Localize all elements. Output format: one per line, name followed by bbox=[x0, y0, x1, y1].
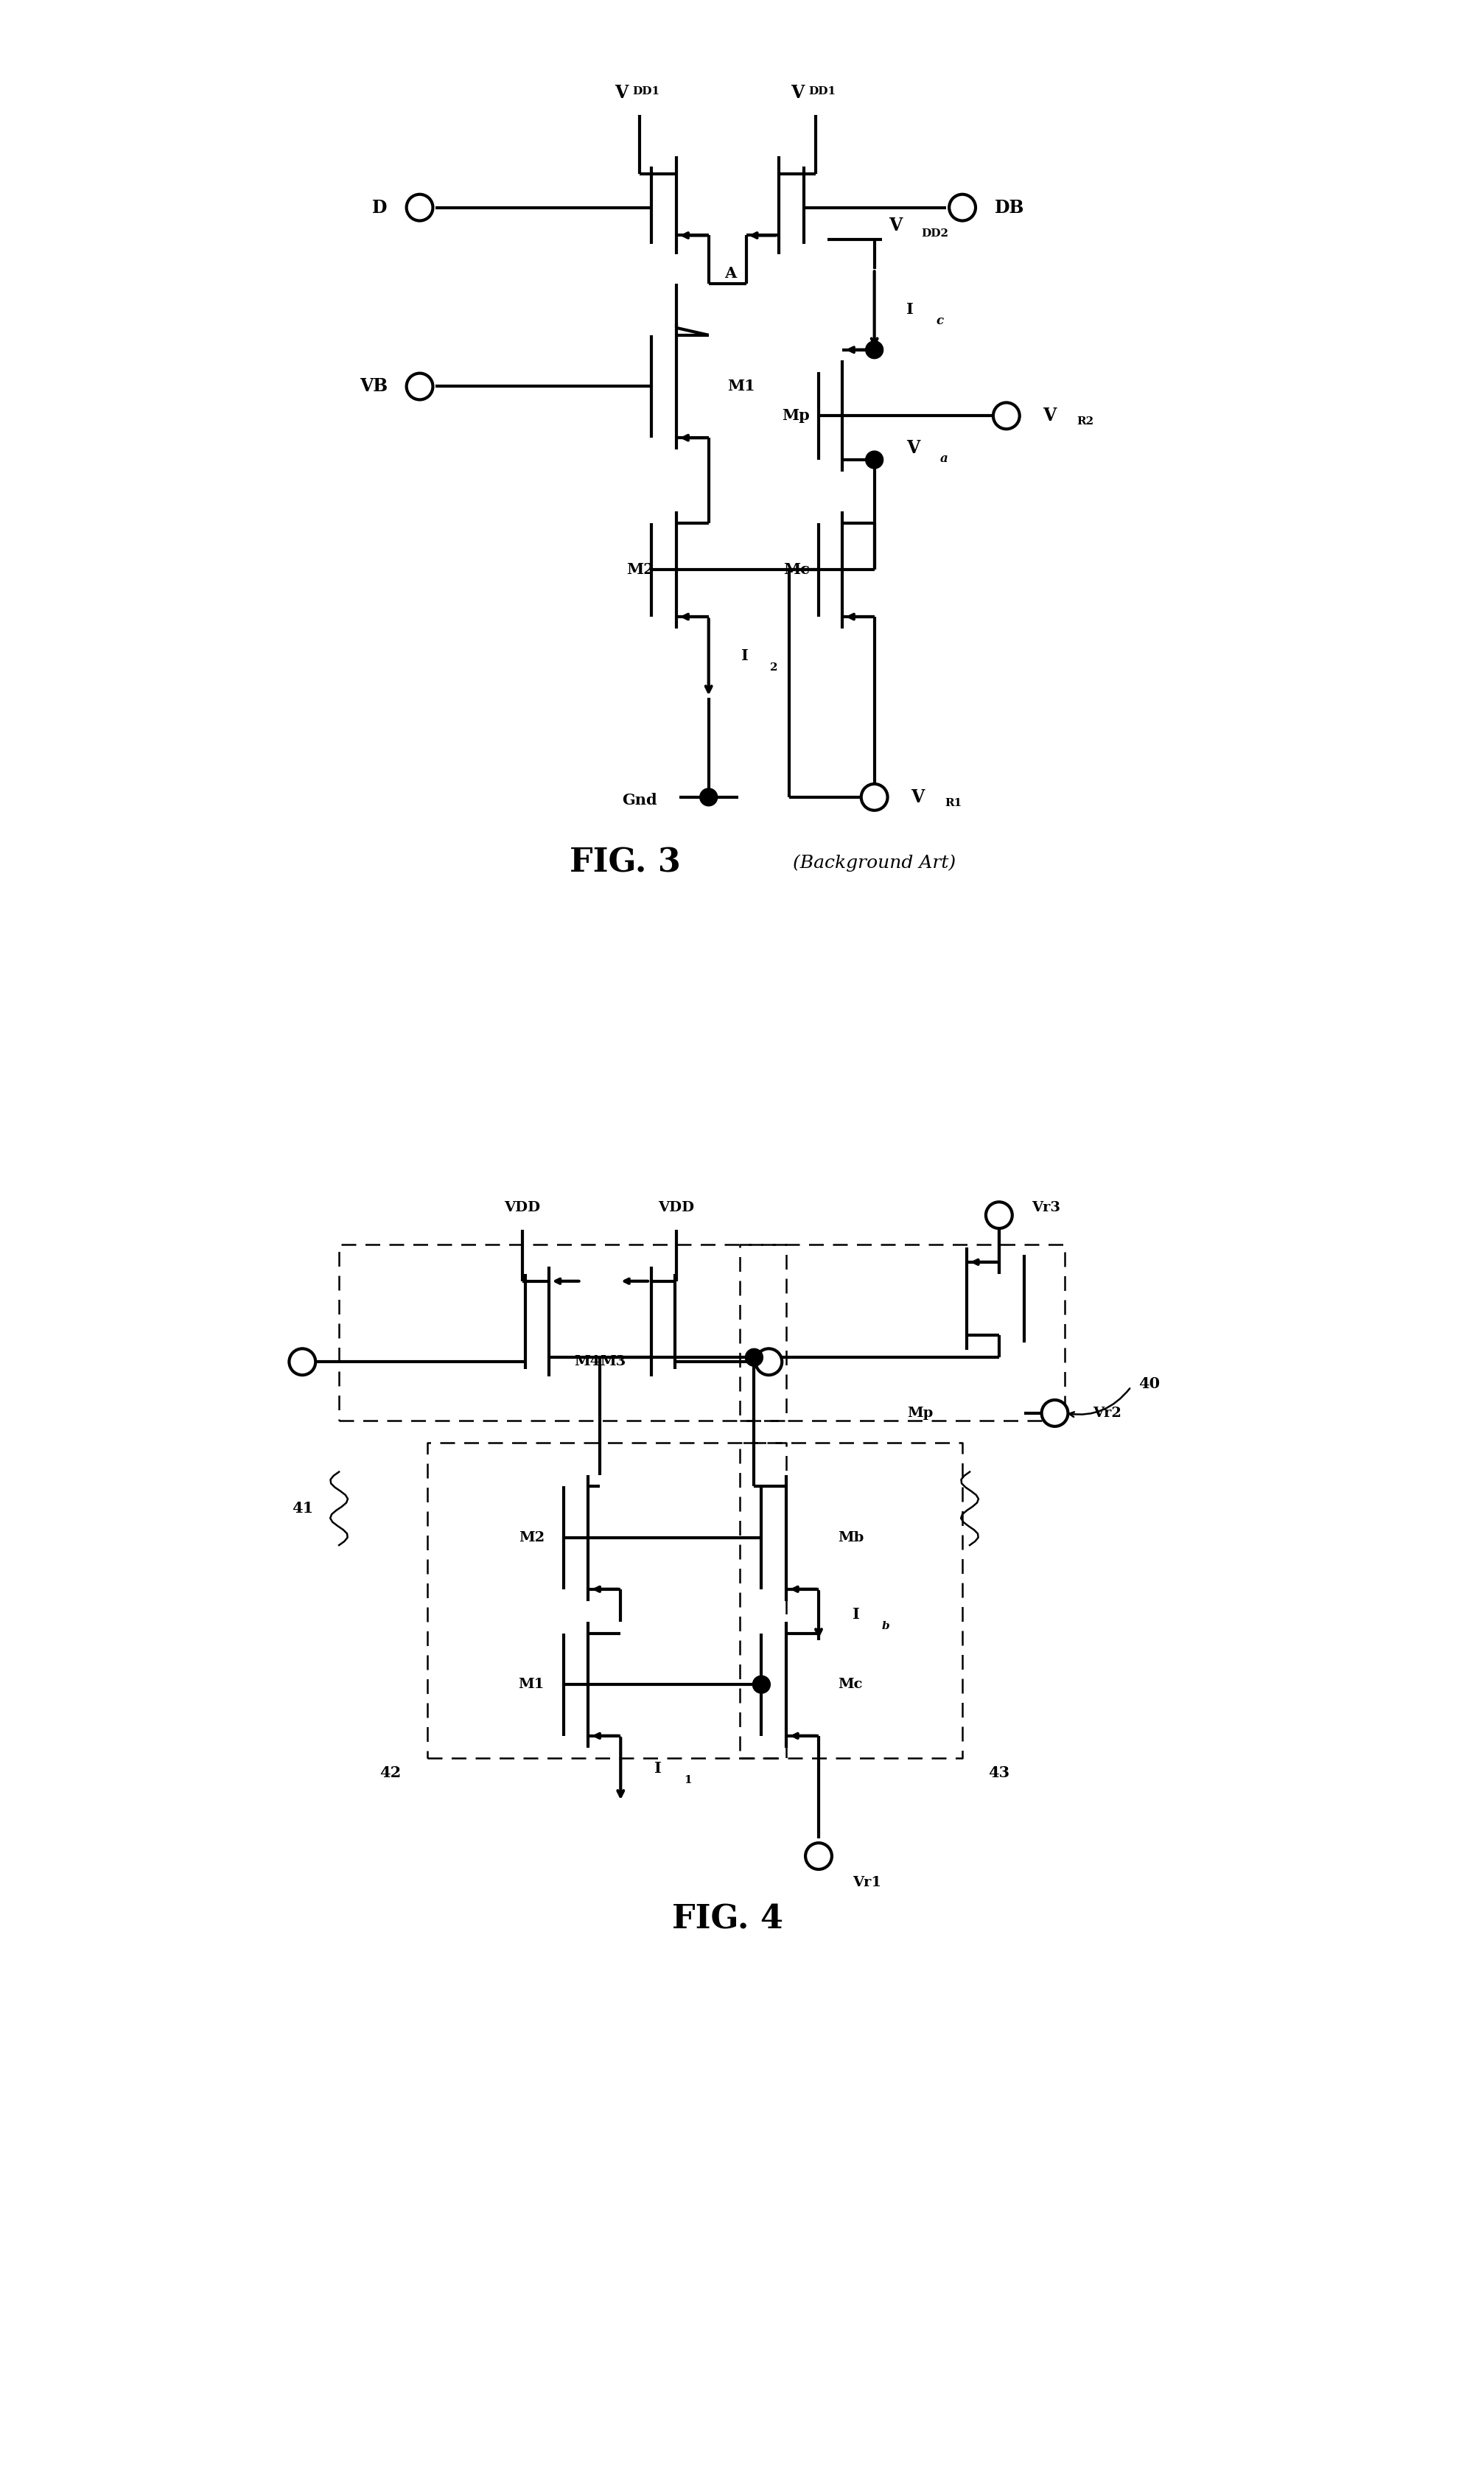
Circle shape bbox=[948, 194, 975, 222]
Text: M2: M2 bbox=[518, 1531, 545, 1546]
Circle shape bbox=[861, 784, 887, 811]
Text: M3: M3 bbox=[600, 1354, 626, 1369]
Text: A: A bbox=[724, 266, 736, 281]
Circle shape bbox=[752, 1675, 770, 1693]
Text: FIG. 3: FIG. 3 bbox=[570, 846, 680, 879]
Text: 2: 2 bbox=[770, 662, 778, 672]
Circle shape bbox=[745, 1349, 763, 1366]
Text: 1: 1 bbox=[683, 1775, 692, 1785]
Text: Mc: Mc bbox=[784, 563, 809, 577]
Circle shape bbox=[407, 373, 433, 401]
Text: DD1: DD1 bbox=[632, 87, 659, 97]
Text: Mb: Mb bbox=[837, 1531, 864, 1546]
Text: I: I bbox=[654, 1760, 662, 1775]
Text: b: b bbox=[881, 1620, 889, 1630]
Circle shape bbox=[289, 1349, 316, 1374]
Circle shape bbox=[985, 1202, 1012, 1230]
Text: Gnd: Gnd bbox=[622, 792, 657, 806]
Text: I: I bbox=[907, 301, 914, 316]
Text: D: D bbox=[372, 199, 387, 217]
Text: Vr3: Vr3 bbox=[1031, 1202, 1060, 1215]
Text: VDD: VDD bbox=[657, 1202, 695, 1215]
Text: DD1: DD1 bbox=[807, 87, 835, 97]
Text: R1: R1 bbox=[944, 799, 962, 809]
Circle shape bbox=[755, 1349, 782, 1374]
Text: M2: M2 bbox=[626, 563, 654, 577]
Text: V: V bbox=[889, 217, 902, 234]
Text: a: a bbox=[939, 453, 948, 465]
Circle shape bbox=[407, 194, 433, 222]
Text: I: I bbox=[741, 647, 748, 662]
Text: V: V bbox=[911, 789, 925, 806]
Text: M4: M4 bbox=[574, 1354, 600, 1369]
Circle shape bbox=[865, 341, 883, 358]
Text: V: V bbox=[907, 438, 920, 458]
Text: V: V bbox=[789, 85, 803, 102]
Text: 43: 43 bbox=[988, 1765, 1009, 1780]
Text: VB: VB bbox=[359, 378, 387, 396]
Text: c: c bbox=[935, 316, 942, 329]
Text: DB: DB bbox=[994, 199, 1024, 217]
Text: DD2: DD2 bbox=[922, 229, 948, 239]
Text: Vr1: Vr1 bbox=[852, 1877, 881, 1889]
Text: M1: M1 bbox=[727, 378, 755, 393]
Text: I: I bbox=[852, 1608, 859, 1620]
Text: Vr2: Vr2 bbox=[1092, 1406, 1120, 1419]
Text: R2: R2 bbox=[1076, 416, 1094, 426]
Text: V: V bbox=[1043, 408, 1057, 426]
Text: 41: 41 bbox=[291, 1501, 313, 1516]
Text: FIG. 4: FIG. 4 bbox=[672, 1904, 784, 1934]
Circle shape bbox=[1042, 1399, 1067, 1426]
Text: V: V bbox=[614, 85, 628, 102]
Circle shape bbox=[804, 1842, 831, 1869]
Text: Mc: Mc bbox=[837, 1678, 862, 1690]
Text: (Background Art): (Background Art) bbox=[792, 854, 956, 871]
Text: 40: 40 bbox=[1138, 1376, 1159, 1391]
Text: Mp: Mp bbox=[782, 408, 809, 423]
Text: 42: 42 bbox=[380, 1765, 401, 1780]
Circle shape bbox=[993, 403, 1020, 428]
Text: Mp: Mp bbox=[907, 1406, 932, 1419]
Circle shape bbox=[699, 789, 717, 806]
Text: M1: M1 bbox=[518, 1678, 545, 1690]
Circle shape bbox=[865, 451, 883, 468]
Text: VDD: VDD bbox=[505, 1202, 540, 1215]
